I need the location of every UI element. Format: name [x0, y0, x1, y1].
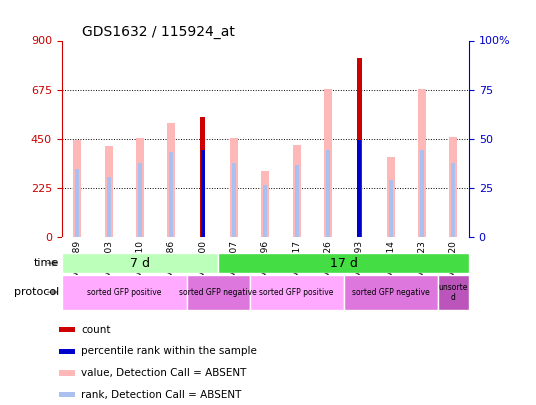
Text: 17 d: 17 d — [330, 257, 358, 270]
Bar — [73, 140, 81, 237]
Bar — [76, 169, 79, 237]
Text: GSM43193: GSM43193 — [355, 240, 364, 290]
Bar — [295, 165, 299, 237]
Bar — [107, 177, 110, 237]
Bar — [263, 185, 267, 237]
Text: unsorte
d: unsorte d — [438, 283, 468, 302]
Bar — [389, 180, 392, 237]
Bar — [262, 171, 269, 237]
Text: sorted GFP positive: sorted GFP positive — [87, 288, 161, 297]
Bar — [230, 138, 238, 237]
Bar — [62, 275, 187, 310]
Bar — [420, 149, 424, 237]
Text: percentile rank within the sample: percentile rank within the sample — [81, 346, 257, 356]
Text: GSM43223: GSM43223 — [418, 240, 427, 289]
Text: GSM43217: GSM43217 — [292, 240, 301, 289]
Bar — [438, 275, 469, 310]
Text: 7 d: 7 d — [130, 257, 150, 270]
Bar — [387, 157, 394, 237]
Bar — [105, 146, 113, 237]
Text: GSM43210: GSM43210 — [136, 240, 145, 289]
Bar — [62, 253, 218, 273]
Bar — [59, 371, 75, 376]
Text: GSM43207: GSM43207 — [229, 240, 239, 289]
Bar — [250, 275, 344, 310]
Bar — [293, 145, 301, 237]
Bar — [136, 138, 144, 237]
Text: GSM43189: GSM43189 — [73, 240, 82, 290]
Bar — [169, 152, 173, 237]
Text: value, Detection Call = ABSENT: value, Detection Call = ABSENT — [81, 368, 247, 378]
Text: count: count — [81, 324, 110, 335]
Bar — [232, 163, 236, 237]
Text: sorted GFP negative: sorted GFP negative — [180, 288, 257, 297]
Bar — [451, 163, 455, 237]
Bar — [449, 136, 457, 237]
Bar — [59, 349, 75, 354]
Text: time: time — [34, 258, 59, 268]
Text: GSM43226: GSM43226 — [324, 240, 332, 289]
Bar — [324, 89, 332, 237]
Bar — [201, 149, 205, 237]
Text: rank, Detection Call = ABSENT: rank, Detection Call = ABSENT — [81, 390, 241, 400]
Bar — [358, 140, 361, 237]
Text: GSM43220: GSM43220 — [449, 240, 458, 289]
Bar — [59, 327, 75, 332]
Bar — [59, 392, 75, 397]
Text: GSM43186: GSM43186 — [167, 240, 176, 290]
Text: GSM43203: GSM43203 — [104, 240, 113, 289]
Text: GSM43196: GSM43196 — [261, 240, 270, 290]
Bar — [200, 117, 205, 237]
Text: protocol: protocol — [14, 287, 59, 297]
Text: sorted GFP positive: sorted GFP positive — [259, 288, 334, 297]
Bar — [326, 149, 330, 237]
Bar — [167, 124, 175, 237]
Text: GSM43214: GSM43214 — [386, 240, 395, 289]
Bar — [418, 89, 426, 237]
Text: GDS1632 / 115924_at: GDS1632 / 115924_at — [82, 26, 235, 39]
Bar — [138, 163, 142, 237]
Bar — [187, 275, 250, 310]
Text: sorted GFP negative: sorted GFP negative — [352, 288, 429, 297]
Bar — [344, 275, 438, 310]
Bar — [218, 253, 469, 273]
Bar — [356, 58, 362, 237]
Text: GSM43200: GSM43200 — [198, 240, 207, 289]
